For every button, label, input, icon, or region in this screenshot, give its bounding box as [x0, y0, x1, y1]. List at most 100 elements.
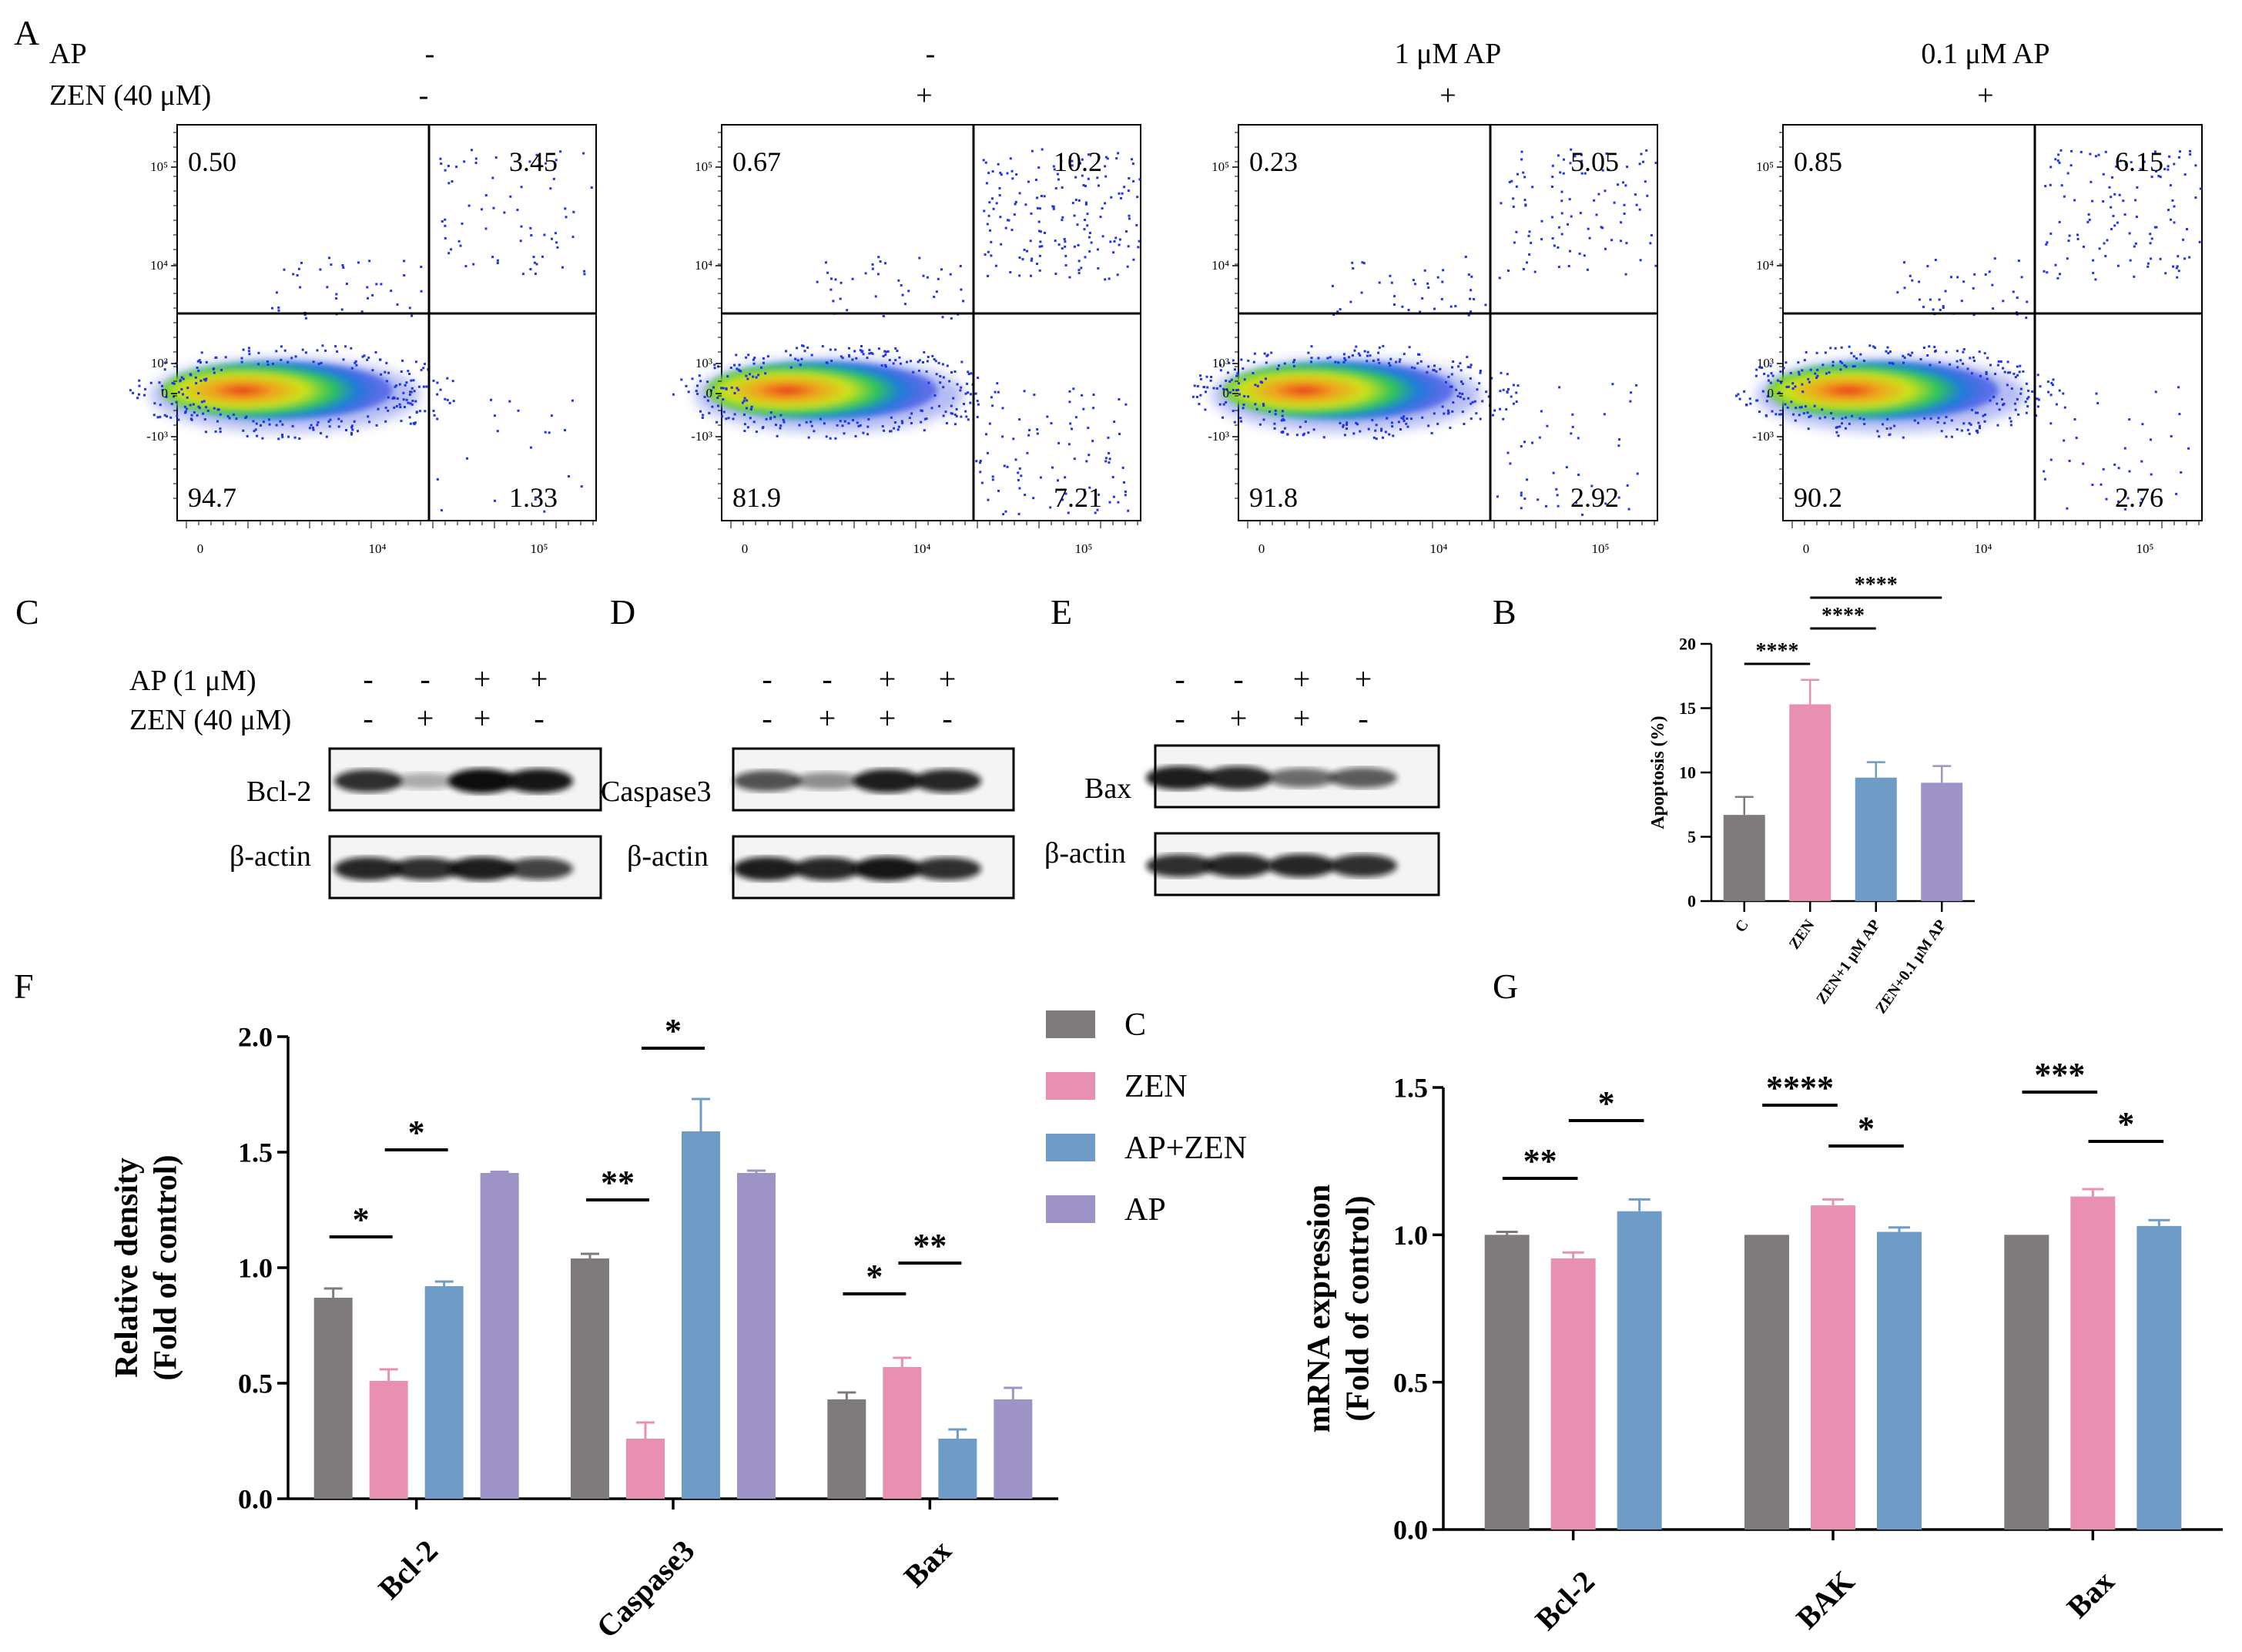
event-dot	[939, 375, 942, 377]
event-dot	[1835, 431, 1838, 434]
event-dot	[1945, 350, 1948, 354]
quadrant-ul-value: 0.50	[188, 146, 236, 177]
event-dot	[862, 353, 865, 356]
event-dot	[317, 363, 320, 366]
event-dot	[1791, 387, 1795, 390]
event-dot	[1841, 422, 1843, 425]
event-dot	[2017, 260, 2020, 263]
category-label: Bax	[897, 1533, 958, 1594]
event-dot	[401, 359, 404, 362]
event-dot	[337, 425, 340, 428]
event-dot	[1562, 172, 1565, 175]
event-dot	[834, 278, 837, 281]
bar	[883, 1367, 922, 1499]
event-dot	[1238, 393, 1241, 396]
event-dot	[1073, 457, 1076, 461]
event-dot	[1389, 357, 1392, 360]
event-dot	[725, 417, 728, 421]
event-dot	[189, 404, 192, 407]
band	[1146, 766, 1214, 790]
event-dot	[350, 424, 354, 427]
event-dot	[1918, 298, 1921, 301]
ap-condition: 1 μM AP	[1395, 38, 1502, 70]
significance-label: ***	[2034, 1056, 2085, 1094]
event-dot	[1088, 250, 1091, 253]
event-dot	[1433, 364, 1436, 367]
event-dot	[1821, 364, 1825, 367]
event-dot	[447, 182, 451, 185]
event-dot	[281, 435, 284, 438]
event-dot	[177, 390, 180, 394]
event-dot	[1018, 418, 1021, 421]
event-dot	[409, 402, 412, 405]
event-dot	[1581, 513, 1583, 516]
event-dot	[1252, 360, 1255, 364]
event-dot	[1054, 240, 1057, 243]
event-dot	[1366, 354, 1369, 357]
event-dot	[367, 356, 370, 359]
event-dot	[2187, 447, 2190, 450]
event-dot	[1907, 353, 1910, 356]
event-dot	[1427, 424, 1430, 427]
event-dot	[1015, 173, 1018, 176]
event-dot	[1013, 213, 1016, 216]
event-dot	[242, 429, 245, 432]
event-dot	[1235, 374, 1238, 377]
event-dot	[769, 411, 772, 414]
event-dot	[439, 388, 442, 391]
event-dot	[409, 390, 412, 394]
event-dot	[1085, 201, 1087, 204]
category-label: ZEN	[1786, 916, 1818, 953]
event-dot	[1646, 194, 1649, 197]
event-dot	[672, 393, 675, 396]
event-dot	[1979, 424, 1981, 427]
event-dot	[1131, 158, 1133, 161]
event-dot	[1098, 184, 1100, 187]
event-dot	[582, 152, 585, 155]
event-dot	[2104, 255, 2107, 257]
event-dot	[1021, 258, 1024, 261]
event-dot	[1481, 400, 1484, 403]
event-dot	[1604, 247, 1607, 250]
event-dot	[1361, 261, 1364, 264]
event-dot	[2150, 237, 2153, 240]
event-dot	[1798, 414, 1801, 417]
event-dot	[319, 268, 322, 271]
event-dot	[1944, 290, 1947, 293]
event-dot	[1017, 471, 1020, 474]
event-dot	[1583, 254, 1586, 257]
event-dot	[1087, 454, 1091, 457]
blot-d-target-label: Caspase3	[601, 776, 712, 808]
event-dot	[1499, 407, 1501, 410]
event-dot	[411, 387, 414, 390]
event-dot	[1399, 428, 1402, 431]
event-dot	[414, 421, 417, 424]
y-tick-label: 10³	[1212, 356, 1229, 370]
event-dot	[1307, 431, 1310, 434]
event-dot	[2086, 220, 2090, 223]
x-tick-label: 0	[742, 541, 749, 556]
event-dot	[1913, 419, 1916, 422]
event-dot	[1195, 396, 1198, 398]
event-dot	[1352, 432, 1356, 435]
legend-label: C	[1124, 1007, 1146, 1043]
event-dot	[447, 165, 450, 167]
event-dot	[1064, 492, 1067, 495]
event-dot	[1443, 412, 1446, 415]
event-dot	[942, 376, 945, 379]
event-dot	[2110, 206, 2113, 209]
event-dot	[247, 347, 250, 350]
zen-condition: +	[1439, 79, 1456, 112]
event-dot	[328, 425, 331, 428]
event-dot	[1748, 397, 1751, 400]
event-dot	[1393, 303, 1396, 306]
event-dot	[1082, 184, 1085, 186]
event-dot	[1087, 427, 1090, 430]
event-dot	[1768, 379, 1770, 382]
event-dot	[516, 209, 519, 212]
event-dot	[2059, 149, 2063, 152]
event-dot	[436, 417, 439, 421]
event-dot	[1471, 400, 1474, 404]
y-tick-label: 10	[1679, 763, 1696, 782]
